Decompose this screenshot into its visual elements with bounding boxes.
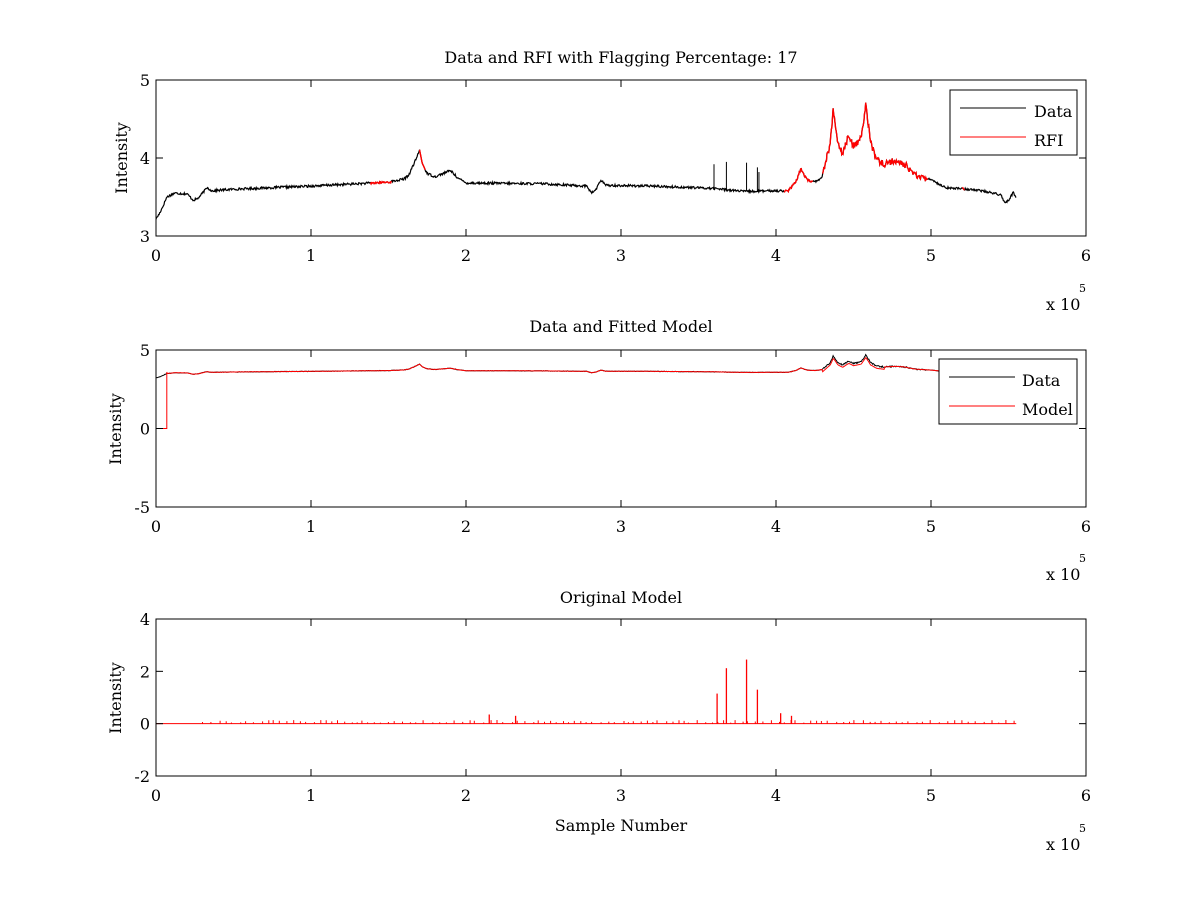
panel-2-legend-box <box>938 358 1078 425</box>
panel-2-x-multiplier: x 10 5 <box>1046 552 1086 584</box>
y-tick-label: 0 <box>140 420 150 439</box>
y-tick-label: 4 <box>140 610 150 629</box>
rfi-line <box>369 180 392 186</box>
x-tick-label: 4 <box>771 786 781 805</box>
panel-2-ylabel: Intensity <box>106 393 125 465</box>
x-tick-label: 1 <box>306 786 316 805</box>
panel-1-x-multiplier: x 10 5 <box>1046 282 1086 314</box>
y-tick-label: 2 <box>140 662 150 681</box>
rfi-line <box>961 186 965 191</box>
panel-2-legend: Data Model <box>938 358 1078 425</box>
rfi-line <box>822 102 929 182</box>
model-line <box>156 357 1017 429</box>
panel-1-ticks: 0 1 2 3 4 5 6 3 4 5 <box>140 71 1091 265</box>
legend-entry-rfi: RFI <box>1034 131 1063 150</box>
rfi-line <box>418 149 426 171</box>
panel-2: Data and Fitted Model Intensity 0 1 2 3 4 5 6 -… <box>106 317 1091 584</box>
panel-2-title: Data and Fitted Model <box>529 317 712 336</box>
panel-3-ylabel: Intensity <box>106 662 125 734</box>
legend-entry-model: Model <box>1022 400 1073 419</box>
x-tick-label: 2 <box>461 517 471 536</box>
x-tick-label: 2 <box>461 786 471 805</box>
x-tick-label: 5 <box>926 786 936 805</box>
x-tick-label: 4 <box>771 517 781 536</box>
x-tick-label: 6 <box>1081 517 1091 536</box>
y-tick-label: -5 <box>134 498 150 517</box>
x-tick-label: 3 <box>616 246 626 265</box>
x-tick-label: 0 <box>151 517 161 536</box>
y-tick-label: 4 <box>140 149 150 168</box>
x-tick-label: 5 <box>926 517 936 536</box>
x-tick-label: 6 <box>1081 786 1091 805</box>
panel-3-xlabel: Sample Number <box>555 816 688 835</box>
rfi-line <box>783 167 813 194</box>
y-tick-label: 5 <box>140 341 150 360</box>
panel-3-title: Original Model <box>560 588 682 607</box>
model-ripples <box>202 720 1015 724</box>
panel-2-multiplier-exponent: 5 <box>1079 552 1086 565</box>
x-tick-label: 6 <box>1081 246 1091 265</box>
x-tick-label: 1 <box>306 246 316 265</box>
panel-3-x-multiplier: x 10 5 <box>1046 822 1086 854</box>
panel-2-series <box>155 353 1017 429</box>
panel-3-multiplier-label: x 10 <box>1046 835 1080 854</box>
x-tick-label: 5 <box>926 246 936 265</box>
y-tick-label: 5 <box>140 71 150 90</box>
panel-1-legend: Data RFI <box>949 89 1078 156</box>
x-tick-label: 3 <box>616 786 626 805</box>
panel-3-series <box>156 659 1017 725</box>
panel-1-legend-box <box>949 89 1078 156</box>
panel-1: Data and RFI with Flagging Percentage: 1… <box>112 48 1091 314</box>
panel-2-ticks: 0 1 2 3 4 5 6-505 <box>134 341 1091 536</box>
legend-entry-data: Data <box>1034 102 1073 121</box>
panel-1-multiplier-exponent: 5 <box>1079 282 1086 295</box>
x-tick-label: 1 <box>306 517 316 536</box>
panel-1-series <box>155 102 1017 220</box>
x-tick-label: 2 <box>461 246 471 265</box>
x-tick-label: 4 <box>771 246 781 265</box>
y-tick-label: 0 <box>140 715 150 734</box>
panel-1-ylabel: Intensity <box>112 122 131 194</box>
panel-2-multiplier-label: x 10 <box>1046 565 1080 584</box>
x-tick-label: 3 <box>616 517 626 536</box>
panel-1-multiplier-label: x 10 <box>1046 295 1080 314</box>
y-tick-label: 3 <box>140 227 150 246</box>
panel-1-title: Data and RFI with Flagging Percentage: 1… <box>444 48 797 67</box>
panel-3-multiplier-exponent: 5 <box>1079 822 1086 835</box>
x-tick-label: 0 <box>151 246 161 265</box>
y-tick-label: -2 <box>134 767 150 786</box>
legend-entry-data: Data <box>1022 371 1061 390</box>
x-tick-label: 0 <box>151 786 161 805</box>
